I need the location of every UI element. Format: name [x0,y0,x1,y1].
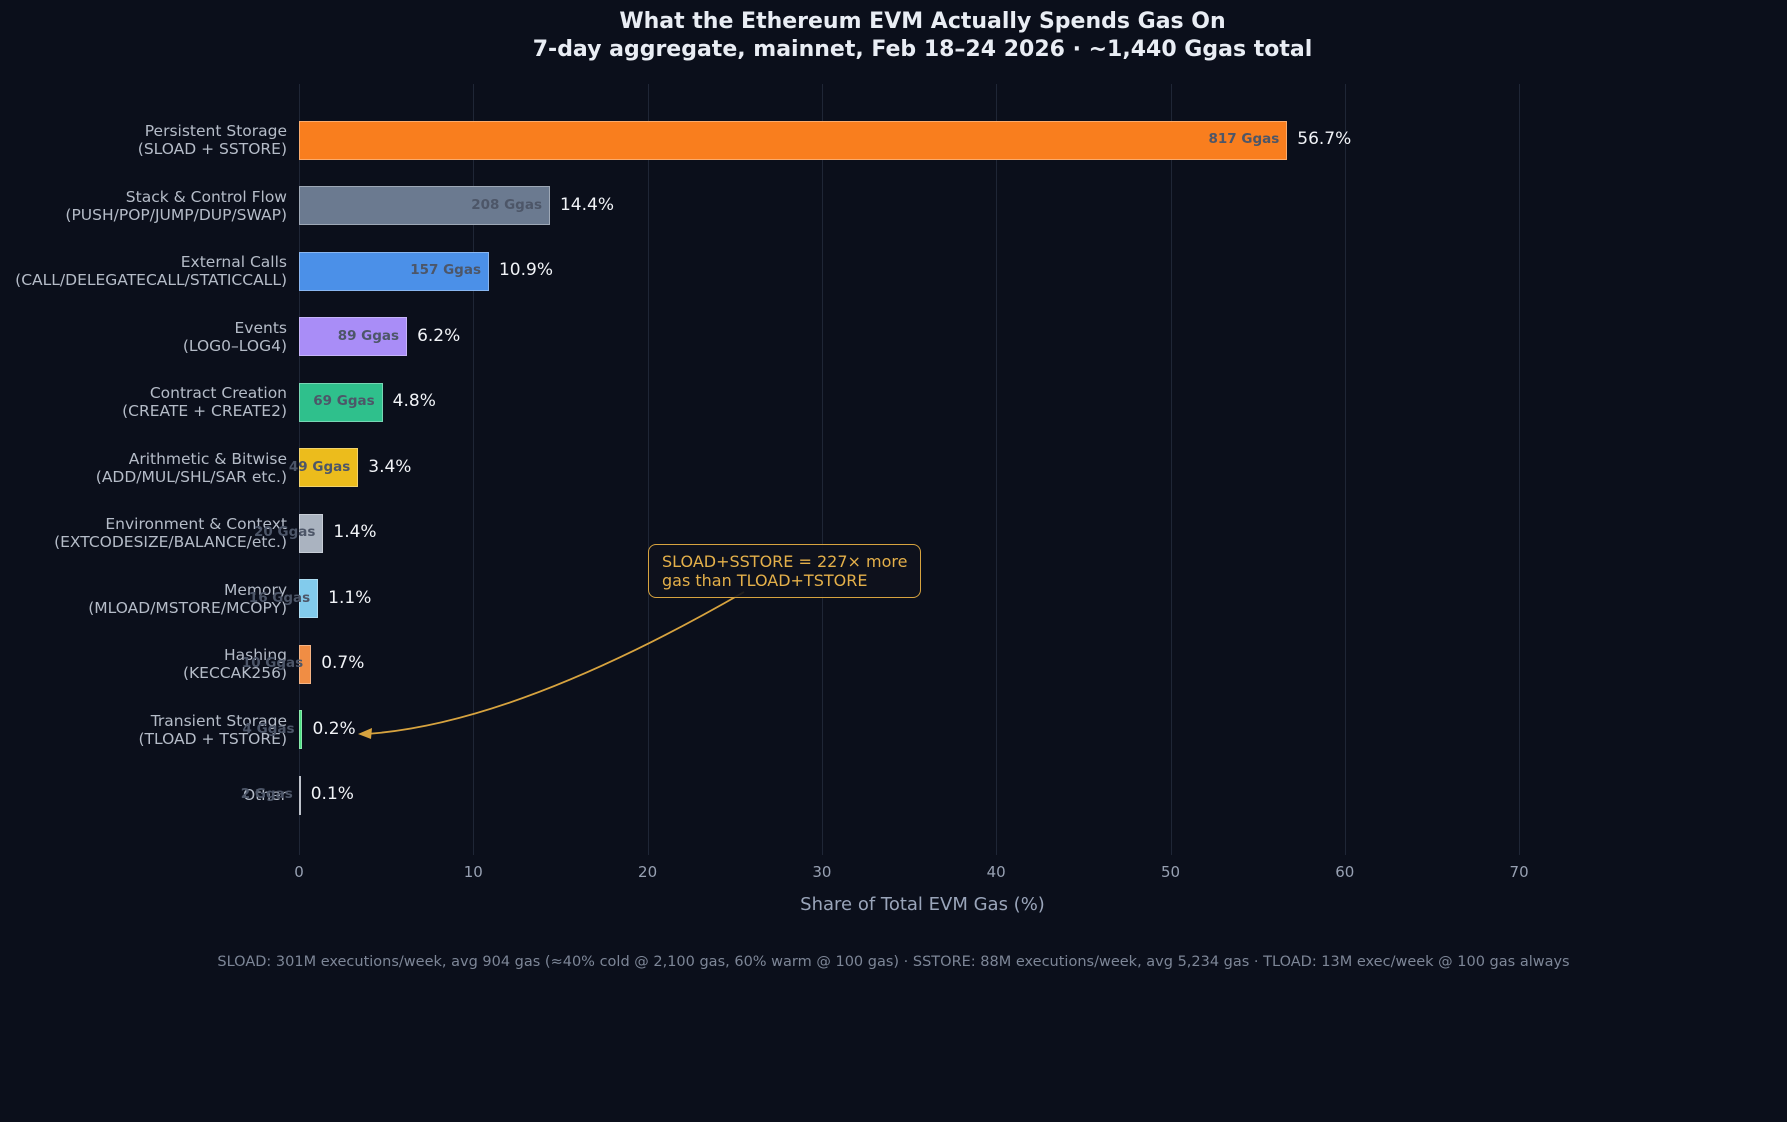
category-label-line2: (TLOAD + TSTORE) [138,729,288,748]
bar-value-label: 4 Ggas [242,720,295,737]
category-label-line2: (KECCAK256) [182,664,287,682]
category-label: Arithmetic & Bitwise (ADD/MUL/SHL/SAR etc… [96,446,287,490]
annotation-line1: SLOAD+SSTORE = 227× more [662,552,908,571]
category-label: Other [243,773,287,817]
bar-value-label: 20 Ggas [254,524,316,540]
category-label: External Calls (CALL/DELEGATECALL/STATICC… [15,249,287,293]
bar [299,382,383,422]
bar-value-label: 69 Ggas [313,393,375,409]
category-label-line2: (MLOAD/MSTORE/MCOPY) [88,598,287,617]
category-label-line2: (LOG0–LOG4) [182,336,287,355]
bar-percent-label: 0.1% [310,784,354,804]
bar-value-label: 49 Ggas [288,458,351,475]
bar-percent-label: 1.1% [328,587,372,608]
bar-percent-label: 4.8% [392,391,436,411]
category-label-line1: Stack & Control Flow [125,187,287,206]
category-label-line1: Transient Storage [150,711,287,730]
annotation-line2: gas than TLOAD+TSTORE [662,571,868,590]
gridline [1170,84,1172,855]
bar [299,317,408,356]
category-label-line2: (CALL/DELEGATECALL/STATICCALL) [15,271,287,289]
bar [299,251,489,291]
x-tick-label: 50 [1160,863,1181,881]
bar [299,775,301,815]
category-label: Hashing (KECCAK256) [183,642,287,686]
bar-value-label: 16 Ggas [248,589,311,606]
bar [299,710,303,749]
category-label-line2: (SLOAD + SSTORE) [137,140,287,158]
category-label-line1: Events [234,318,287,337]
bar-value-label: 89 Ggas [337,327,400,344]
category-label-line1: Hashing [223,646,287,664]
bar [299,513,324,553]
bar-value-label: 157 Ggas [410,262,481,278]
bar-value-label: 817 Ggas [1208,131,1280,147]
gridline [996,84,998,855]
bar [299,186,550,225]
category-label-line1: Persistent Storage [144,122,287,140]
bar-percent-label: 14.4% [559,194,614,215]
gridline [821,84,823,855]
bar [299,120,1288,160]
bar [299,579,319,618]
gridline [647,84,649,855]
x-tick-label: 30 [812,863,832,881]
x-tick-label: 60 [1335,863,1355,881]
category-label-line2: (ADD/MUL/SHL/SAR etc.) [95,467,287,486]
bar [299,644,312,684]
category-label-line2: (PUSH/POP/JUMP/DUP/SWAP) [65,205,287,224]
bar-value-label: 10 Ggas [241,655,304,671]
x-tick-label: 70 [1509,863,1529,881]
bar-value-label: 208 Ggas [471,196,542,213]
gridline [1519,84,1521,855]
category-label-line1: Arithmetic & Bitwise [128,449,287,468]
category-label-line2: (CREATE + CREATE2) [122,402,287,420]
x-tick-label: 40 [986,863,1006,881]
category-label: Persistent Storage (SLOAD + SSTORE) [138,118,287,162]
bar-percent-label: 1.4% [333,522,377,542]
gridline [473,84,475,855]
bar-percent-label: 6.2% [417,325,461,346]
category-label: Contract Creation (CREATE + CREATE2) [122,380,287,424]
bar-percent-label: 0.2% [312,718,356,739]
category-label: Environment & Context (EXTCODESIZE/BALANC… [54,511,287,555]
category-label: Transient Storage (TLOAD + TSTORE) [139,708,288,752]
category-label-line1: Other [242,786,287,804]
annotation-box: SLOAD+SSTORE = 227× more gas than TLOAD+… [648,544,922,598]
category-label: Events (LOG0–LOG4) [183,315,287,359]
bar [299,448,359,487]
bar-percent-label: 56.7% [1297,129,1352,149]
x-tick-label: 0 [294,863,304,881]
title-block: What the Ethereum EVM Actually Spends Ga… [299,8,1546,64]
category-label: Memory (MLOAD/MSTORE/MCOPY) [88,577,287,621]
bar-percent-label: 10.9% [498,260,553,280]
bar-percent-label: 3.4% [368,456,412,477]
category-label-line1: External Calls [180,253,287,271]
bar-value-label: 2 Ggas [240,786,293,802]
x-tick-label: 10 [463,863,483,881]
category-label-line1: Environment & Context [105,515,287,533]
bar-percent-label: 0.7% [321,653,365,673]
category-label-line2: (EXTCODESIZE/BALANCE/etc.) [54,533,287,551]
chart-title: What the Ethereum EVM Actually Spends Ga… [619,9,1226,34]
x-axis-label: Share of Total EVM Gas (%) [800,894,1045,915]
x-tick-label: 20 [638,863,658,881]
chart-subtitle: 7-day aggregate, mainnet, Feb 18–24 2026… [532,37,1313,62]
category-label-line1: Memory [223,580,287,599]
gridline [1344,84,1346,855]
category-label: Stack & Control Flow (PUSH/POP/JUMP/DUP/S… [65,184,287,228]
category-label-line1: Contract Creation [149,384,287,402]
footnote: SLOAD: 301M executions/week, avg 904 gas… [217,954,1570,970]
